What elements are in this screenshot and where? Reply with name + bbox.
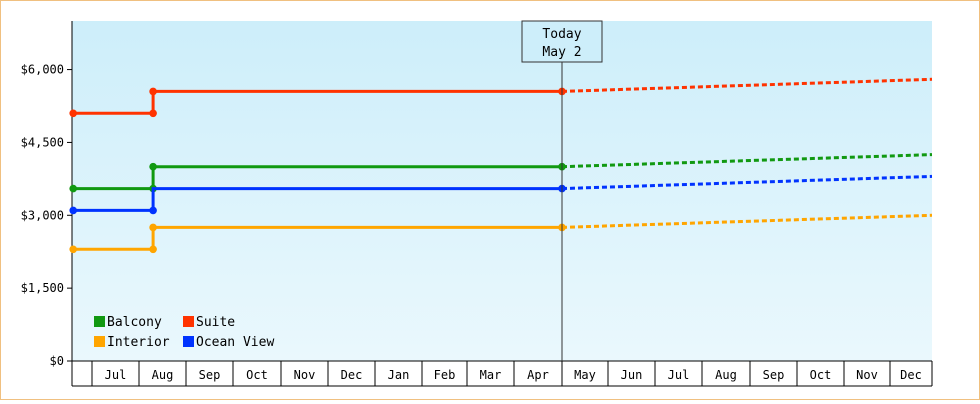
x-tick-label: Nov <box>856 368 878 382</box>
y-tick-label: $1,500 <box>21 281 64 295</box>
x-tick-label: Jan <box>388 368 410 382</box>
today-label: Today <box>542 27 581 42</box>
x-tick-label: Jul <box>105 368 127 382</box>
y-tick-label: $4,500 <box>21 135 64 149</box>
series-line-suite <box>73 89 562 115</box>
data-point-suite <box>149 109 157 118</box>
x-tick-label: Sep <box>199 368 221 382</box>
x-tick-label: Mar <box>480 368 502 382</box>
series-line-ocean-view <box>73 187 562 212</box>
series-line-balcony <box>73 165 562 191</box>
x-tick-label: Nov <box>294 368 316 382</box>
x-tick-label: May <box>574 368 596 382</box>
data-point-suite <box>149 87 157 96</box>
series-forecast-ocean-view <box>561 174 933 191</box>
series-line-interior <box>73 225 562 251</box>
x-tick-label: Sep <box>763 368 785 382</box>
legend-swatch-ocean-view <box>183 336 194 347</box>
data-point-interior <box>149 223 157 232</box>
series-forecast-interior <box>561 213 933 229</box>
data-point-ocean-view <box>69 206 77 215</box>
y-tick-label: $6,000 <box>21 63 64 77</box>
data-point-interior <box>149 245 157 254</box>
legend-label-suite: Suite <box>196 315 235 330</box>
y-tick-label: $3,000 <box>21 208 64 222</box>
data-point-suite <box>69 109 77 118</box>
x-tick-label: Dec <box>341 368 363 382</box>
plot-area <box>72 21 932 361</box>
x-tick-label: Jun <box>621 368 643 382</box>
today-box <box>521 20 603 63</box>
x-tick-label: Aug <box>715 368 737 382</box>
legend-label-ocean-view: Ocean View <box>196 335 274 350</box>
series-forecast-suite <box>561 77 933 93</box>
x-tick-label: Dec <box>900 368 922 382</box>
legend-swatch-interior <box>94 336 105 347</box>
y-tick-label: $0 <box>50 354 64 368</box>
x-tick-label: Apr <box>527 368 549 382</box>
data-point-ocean-view <box>149 206 157 215</box>
data-point-balcony <box>69 184 77 193</box>
x-tick-label: Jul <box>668 368 690 382</box>
x-tick-label: Feb <box>434 368 456 382</box>
legend-label-balcony: Balcony <box>107 315 162 330</box>
x-tick-label: Aug <box>152 368 174 382</box>
legend-label-interior: Interior <box>107 335 170 350</box>
legend-swatch-suite <box>183 316 194 327</box>
legend-swatch-balcony <box>94 316 105 327</box>
x-tick-label: Oct <box>246 368 268 382</box>
x-tick-label: Oct <box>810 368 832 382</box>
today-date: May 2 <box>542 45 581 60</box>
series-forecast-balcony <box>561 153 933 169</box>
data-point-balcony <box>149 162 157 171</box>
data-point-interior <box>69 245 77 254</box>
